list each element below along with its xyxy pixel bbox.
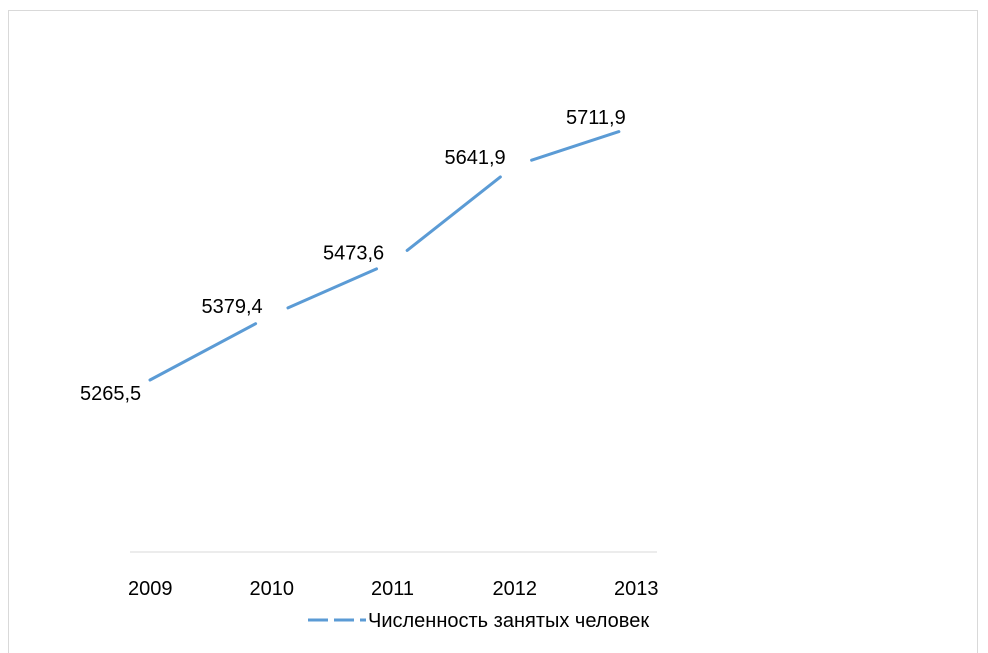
x-tick-label: 2012 bbox=[493, 578, 538, 600]
series-line-segment bbox=[405, 175, 502, 252]
legend-label: Численность занятых человек bbox=[368, 610, 649, 632]
data-labels: 5265,5 5379,4 5473,6 5641,9 5711,9 bbox=[80, 107, 626, 405]
x-tick-label: 2011 bbox=[371, 578, 414, 600]
data-label: 5641,9 bbox=[445, 147, 506, 169]
series-line-segment bbox=[286, 267, 379, 310]
x-axis-ticks: 2009 2010 2011 2012 2013 bbox=[128, 578, 659, 600]
legend: Численность занятых человек bbox=[308, 610, 649, 632]
data-label: 5379,4 bbox=[202, 296, 263, 318]
x-tick-label: 2009 bbox=[128, 578, 173, 600]
x-tick-label: 2013 bbox=[614, 578, 659, 600]
series-layer bbox=[148, 130, 621, 382]
chart-frame bbox=[8, 10, 978, 653]
series-line-segment bbox=[530, 130, 621, 162]
data-label: 5473,6 bbox=[323, 243, 384, 265]
data-label: 5711,9 bbox=[566, 107, 626, 129]
data-label: 5265,5 bbox=[80, 383, 141, 405]
series-line-segment bbox=[148, 322, 258, 382]
x-tick-label: 2010 bbox=[250, 578, 295, 600]
